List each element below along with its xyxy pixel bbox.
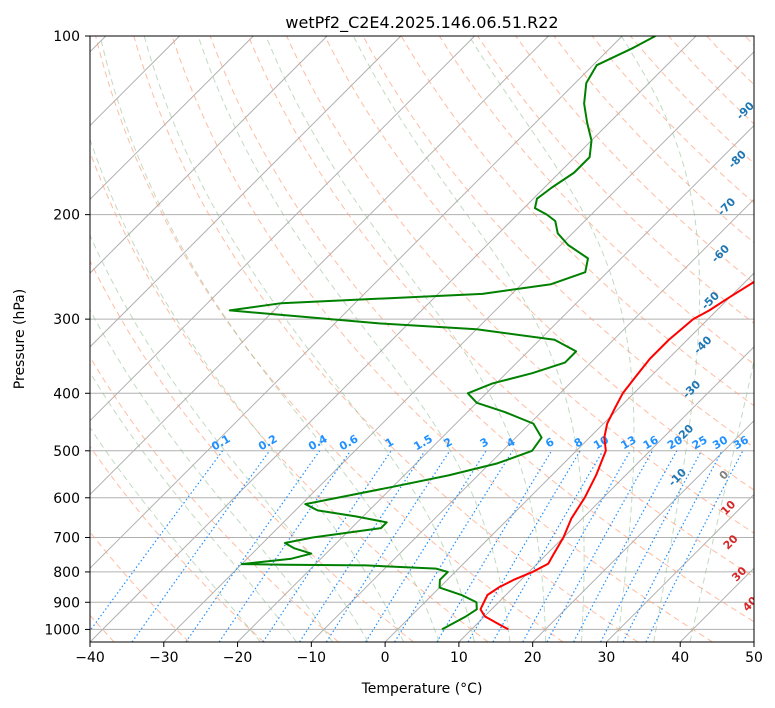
- isobar-grid: [90, 36, 754, 630]
- y-tick-label: 500: [53, 444, 80, 460]
- dry-adiabat-line: [477, 36, 754, 324]
- moist-adiabat-line: [620, 36, 701, 642]
- plot-frame: [89, 35, 755, 643]
- x-tick-label: 50: [745, 650, 763, 666]
- y-tick-label: 600: [53, 491, 80, 507]
- y-tick-label: 900: [53, 595, 80, 611]
- mixing-ratio-line: [573, 450, 678, 642]
- skewed-isotherm-grid: [90, 36, 754, 642]
- y-axis-ticks: 100 200 300 400 500 600 700 800 900 1000: [44, 29, 90, 638]
- moist-adiabat-line: [90, 137, 405, 642]
- moist-adiabat-line: [90, 308, 333, 642]
- dry-adiabat-lines: [90, 36, 754, 642]
- x-tick-label: −10: [297, 650, 327, 666]
- dry-adiabat-line: [90, 259, 414, 642]
- x-tick-label: −40: [75, 650, 105, 666]
- mixing-ratio-line: [299, 450, 426, 642]
- moist-adiabat-line: [265, 36, 547, 642]
- moist-adiabat-line: [99, 36, 440, 642]
- mixing-ratio-lines: [90, 450, 744, 642]
- x-tick-label: 30: [598, 650, 616, 666]
- moist-adiabat-line: [143, 36, 475, 642]
- y-tick-label: 700: [53, 531, 80, 547]
- isotherm-line: [90, 36, 402, 348]
- y-axis-label: Pressure (hPa): [12, 289, 28, 389]
- isotherm-line: [163, 51, 754, 642]
- isotherm-line: [532, 419, 754, 642]
- moist-adiabat-lines: [90, 36, 754, 642]
- temperature-line: [479, 280, 754, 631]
- mixing-ratio-line: [365, 450, 487, 642]
- moist-adiabat-line: [90, 426, 261, 642]
- isotherm-line: [90, 36, 476, 422]
- isotherm-line: [90, 36, 328, 274]
- moist-adiabat-line: [689, 358, 754, 642]
- y-tick-label: 200: [53, 208, 80, 224]
- moist-adiabat-line: [90, 371, 297, 642]
- moist-adiabat-line: [90, 234, 369, 642]
- mixing-ratio-line: [218, 450, 352, 642]
- sounding-profiles: [228, 36, 754, 631]
- y-tick-label: 100: [53, 29, 80, 45]
- mixing-ratio-line: [546, 450, 654, 642]
- x-tick-label: 40: [671, 650, 689, 666]
- mixing-ratio-line: [436, 450, 553, 642]
- dry-adiabat-line: [95, 36, 564, 642]
- moist-adiabat-line: [197, 36, 511, 642]
- dry-adiabat-line: [171, 36, 713, 642]
- y-tick-label: 1000: [44, 622, 80, 638]
- dewpoint-line: [228, 36, 656, 631]
- chart-title: wetPf2_C2E4.2025.146.06.51.R22: [285, 13, 558, 33]
- isotherm-line: [237, 124, 754, 642]
- isotherm-line: [384, 272, 754, 642]
- x-axis-label: Temperature (°C): [361, 681, 483, 697]
- dry-adiabat-line: [133, 36, 639, 642]
- dry-adiabat-line: [90, 445, 265, 642]
- isotherm-line: [90, 36, 697, 642]
- dry-adiabat-line: [438, 36, 754, 365]
- y-tick-label: 800: [53, 565, 80, 581]
- isotherm-line: [90, 36, 623, 569]
- mixing-ratio-line: [600, 450, 703, 642]
- mixing-ratio-line: [131, 450, 271, 642]
- isotherm-line: [90, 36, 549, 496]
- dry-adiabat-line: [286, 36, 754, 534]
- x-tick-label: −20: [223, 650, 253, 666]
- moist-adiabat-line: [352, 36, 585, 642]
- dry-adiabat-line: [90, 356, 339, 642]
- isotherm-line: [606, 493, 754, 642]
- mixing-ratio-line: [325, 450, 451, 642]
- mixing-ratio-line: [185, 450, 321, 642]
- dry-adiabat-line: [515, 36, 754, 284]
- mixing-ratio-line: [522, 450, 631, 642]
- mixing-ratio-line: [90, 450, 224, 632]
- x-tick-label: 10: [450, 650, 468, 666]
- mixing-ratio-line: [394, 450, 514, 642]
- x-tick-label: 0: [381, 650, 390, 666]
- mixing-ratio-line: [645, 450, 744, 642]
- isotherm-line: [90, 36, 254, 201]
- x-axis-ticks: −40 −30 −20 −10 0 10 20 30 40 50: [75, 642, 763, 666]
- y-tick-label: 400: [53, 386, 80, 402]
- dry-adiabat-line: [209, 36, 754, 623]
- dry-adiabat-line: [247, 36, 754, 578]
- mixing-ratio-line: [262, 450, 392, 642]
- y-tick-label: 300: [53, 312, 80, 328]
- dry-adiabat-line: [324, 36, 754, 491]
- x-tick-label: 20: [524, 650, 542, 666]
- x-tick-label: −30: [149, 650, 179, 666]
- isotherm-line: [458, 346, 754, 642]
